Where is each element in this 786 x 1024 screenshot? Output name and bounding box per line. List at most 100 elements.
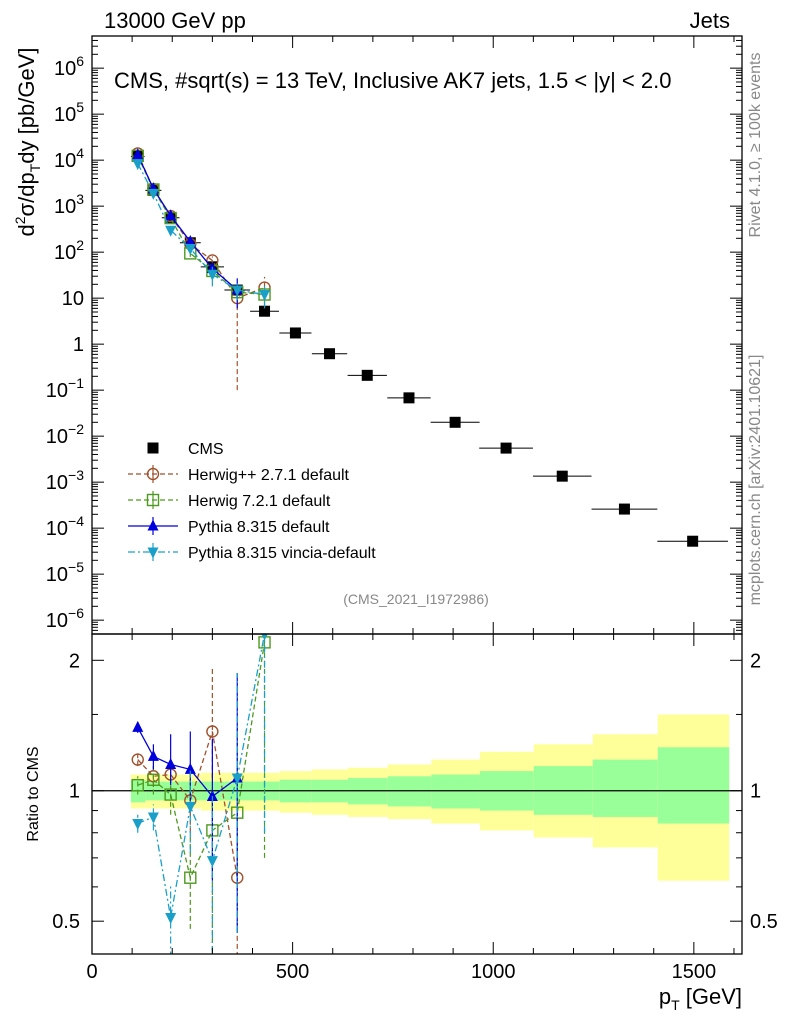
pythia-point [132, 148, 144, 160]
y-tick-label: 10 [62, 288, 84, 310]
y-tick-label: 10−4 [46, 513, 84, 540]
ratio-vincia-point [261, 634, 268, 641]
legend: CMS Herwig++ 2.7.1 default Herwig 7.2.1 de… [128, 441, 376, 562]
cms-point [361, 369, 373, 381]
ratio-y-tick-label-right: 1 [750, 781, 761, 803]
vincia-point [165, 225, 177, 237]
legend-label-herwig7: Herwig 7.2.1 default [188, 493, 331, 510]
legend-item-herwig7: Herwig 7.2.1 default [128, 491, 331, 510]
legend-item-pythia: Pythia 8.315 default [128, 517, 330, 536]
ylabel-d: d [14, 224, 39, 236]
cms-point [289, 327, 301, 339]
band-inner-11 [431, 774, 480, 809]
x-axis-label: pT [GeV] [659, 984, 742, 1013]
ratio-y-tick-label: 2 [69, 650, 80, 672]
cms-point [687, 535, 699, 547]
legend-label-pythia: Pythia 8.315 default [188, 519, 330, 536]
pythia-point [165, 209, 177, 221]
pythia-line [137, 154, 238, 291]
band-inner-14 [592, 759, 658, 817]
ratio-herwigpp-point [131, 753, 144, 766]
ylabel-tail: dy [pb/GeV] [14, 48, 39, 164]
vincia-point [132, 159, 144, 171]
ratio-pythia-point [165, 757, 177, 769]
vincia-point [147, 188, 159, 200]
ratio-series-pythia [132, 672, 243, 933]
y-tick-label: 104 [54, 145, 84, 172]
ratio-pythia-line [137, 727, 238, 798]
herwigpp-line [137, 153, 265, 299]
ratio-y-tick-label: 0.5 [52, 911, 80, 933]
pythia-point [184, 235, 196, 247]
ratio-axes: 2 2 1 1 0.5 0.5 0 500 1000 1500 [52, 634, 778, 983]
x-tick-label: 500 [276, 961, 309, 983]
legend-marker-cms [147, 442, 159, 454]
legend-label-herwigpp: Herwig++ 2.7.1 default [188, 467, 350, 484]
y-tick-label: 103 [54, 191, 84, 218]
legend-marker-pythia [147, 519, 159, 531]
x-tick-label: 1500 [672, 961, 717, 983]
cms-point [259, 305, 271, 317]
xlabel-p: p [659, 984, 671, 1009]
vincia-point [231, 285, 243, 297]
y-tick-label: 10−3 [46, 467, 84, 494]
series-herwig7 [131, 149, 271, 306]
ratio-frame [91, 633, 743, 955]
header-left: 13000 GeV pp [104, 8, 246, 33]
plot-title: CMS, #sqrt(s) = 13 TeV, Inclusive AK7 je… [114, 68, 671, 93]
band-inner-10 [387, 776, 432, 807]
vincia-line [137, 163, 265, 296]
rivet-label: Rivet 4.1.0, ≥ 100k events [747, 53, 764, 238]
y-tick-label: 105 [54, 99, 84, 126]
ratio-series-vincia [132, 634, 268, 954]
y-tick-label: 10−2 [46, 421, 84, 448]
ratio-vincia-point [165, 912, 177, 924]
mcplots-label: mcplots.cern.ch [arXiv:2401.10621] [747, 355, 764, 606]
cms-point [403, 392, 415, 404]
ylabel-sigma: σ/dp [14, 172, 39, 216]
ratio-vincia-point [231, 773, 243, 785]
legend-marker-herwig7 [146, 493, 160, 507]
legend-marker-vincia [147, 547, 159, 559]
vincia-point [184, 244, 196, 256]
cms-point [449, 416, 461, 428]
series-cms [130, 151, 728, 547]
ratio-herwig7-point [147, 773, 160, 786]
legend-label-cms: CMS [188, 441, 224, 458]
ratio-herwigpp-line [137, 731, 238, 878]
xlabel-sub: T [671, 997, 680, 1013]
ratio-uncertainty-bands [92, 714, 742, 881]
header-right: Jets [690, 8, 730, 33]
ratio-herwig7-point [131, 778, 144, 792]
ratio-pythia-point [132, 720, 144, 732]
legend-item-cms: CMS [147, 441, 224, 458]
ratio-pythia-point [147, 749, 159, 761]
band-inner-15 [657, 747, 730, 824]
cms-point [324, 348, 336, 360]
ratio-vincia-point [132, 819, 144, 831]
ratio-y-tick-label-right: 2 [750, 650, 761, 672]
main-y-axis-label: d2σ/dpTdy [pb/GeV] [12, 48, 43, 237]
ratio-vincia-point [147, 812, 159, 824]
series-pythia [132, 148, 243, 309]
y-tick-label: 10−5 [46, 559, 84, 586]
ratio-pythia-point [206, 789, 218, 801]
cms-point [618, 503, 630, 515]
y-tick-label: 1 [73, 334, 84, 356]
vincia-point [206, 269, 218, 281]
legend-item-herwigpp: Herwig++ 2.7.1 default [128, 465, 350, 484]
herwig7-line [137, 155, 265, 296]
ratio-vincia-point [184, 801, 196, 813]
ratio-pythia-point [184, 762, 196, 774]
ylabel-sub: T [27, 163, 43, 172]
ratio-y-tick-label-right: 0.5 [750, 911, 778, 933]
main-plot-area [130, 147, 728, 547]
ratio-vincia-point [206, 856, 218, 868]
ratio-y-tick-label: 1 [69, 781, 80, 803]
ratio-herwig7-point [164, 788, 177, 801]
y-tick-label: 10−1 [46, 375, 84, 402]
series-vincia [132, 159, 271, 309]
ratio-herwigpp-point [206, 725, 219, 738]
y-tick-label: 102 [54, 237, 84, 264]
